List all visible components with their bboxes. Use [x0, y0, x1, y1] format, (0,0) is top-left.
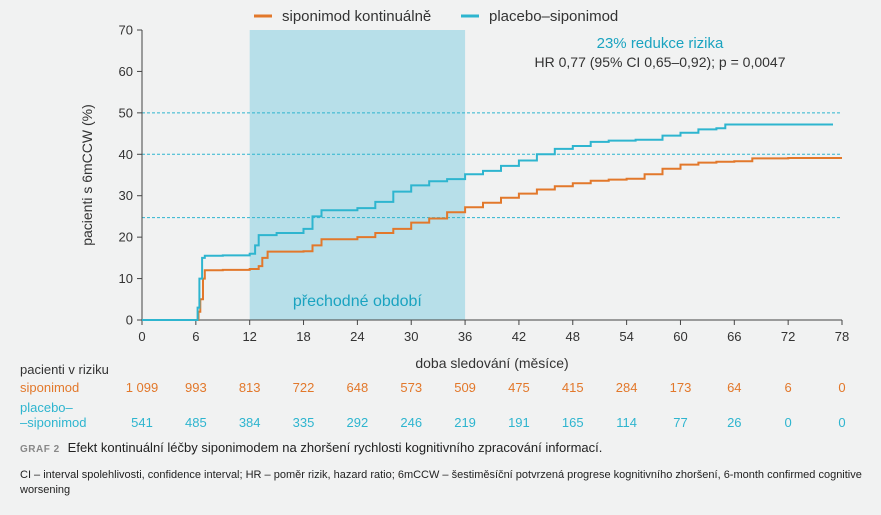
risk-value: 284	[616, 380, 638, 395]
x-tick-label: 0	[138, 329, 145, 344]
risk-value: 292	[347, 415, 369, 430]
y-tick-label: 0	[126, 313, 133, 328]
x-axis-label: doba sledování (měsíce)	[415, 355, 568, 371]
series-line-siponimod	[142, 157, 842, 321]
x-tick-label: 6	[192, 329, 199, 344]
y-tick-label: 30	[119, 188, 133, 203]
x-tick-label: 18	[296, 329, 310, 344]
x-tick-label: 66	[727, 329, 741, 344]
x-tick-label: 54	[619, 329, 633, 344]
y-tick-label: 40	[119, 147, 133, 162]
risk-value: 722	[293, 380, 315, 395]
risk-value: 415	[562, 380, 584, 395]
x-tick-label: 12	[242, 329, 256, 344]
caption-text: Efekt kontinuální léčby siponimodem na z…	[67, 440, 603, 455]
risk-value: 246	[400, 415, 422, 430]
risk-value: 475	[508, 380, 530, 395]
y-tick-label: 70	[119, 23, 133, 38]
risk-value: 509	[454, 380, 476, 395]
risk-value: 64	[727, 380, 741, 395]
x-tick-label: 36	[458, 329, 472, 344]
risk-value: 335	[293, 415, 315, 430]
risk-value: 1 099	[126, 380, 159, 395]
figure-caption: GRAF 2 Efekt kontinuální léčby siponimode…	[20, 440, 870, 455]
risk-value: 173	[670, 380, 692, 395]
risk-value: 0	[785, 415, 792, 430]
x-tick-label: 42	[512, 329, 526, 344]
risk-table-title: pacienti v riziku	[20, 362, 109, 377]
x-tick-label: 78	[835, 329, 849, 344]
x-tick-label: 72	[781, 329, 795, 344]
risk-value: 993	[185, 380, 207, 395]
annotation-title: 23% redukce rizika	[597, 35, 724, 52]
series-line-placebo-siponimod	[142, 123, 833, 321]
risk-value: 191	[508, 415, 530, 430]
risk-row-label: siponimod	[20, 380, 79, 395]
y-tick-label: 20	[119, 230, 133, 245]
transition-period-label: přechodné období	[293, 293, 423, 310]
y-tick-label: 50	[119, 105, 133, 120]
risk-value: 573	[400, 380, 422, 395]
risk-value: 0	[838, 380, 845, 395]
risk-row-label-line2: –siponimod	[20, 415, 87, 430]
x-tick-label: 48	[566, 329, 580, 344]
risk-value: 77	[673, 415, 687, 430]
risk-value: 813	[239, 380, 261, 395]
risk-value: 485	[185, 415, 207, 430]
x-tick-label: 30	[404, 329, 418, 344]
risk-value: 541	[131, 415, 153, 430]
risk-value: 648	[347, 380, 369, 395]
risk-value: 384	[239, 415, 261, 430]
y-tick-label: 60	[119, 64, 133, 79]
x-tick-label: 24	[350, 329, 364, 344]
risk-value: 114	[616, 415, 637, 430]
risk-value: 165	[562, 415, 584, 430]
risk-value: 26	[727, 415, 741, 430]
y-axis-label: pacienti s 6mCCW (%)	[79, 104, 95, 246]
risk-row-label-line1: placebo–	[20, 400, 74, 415]
x-tick-label: 60	[673, 329, 687, 344]
y-tick-label: 10	[119, 271, 133, 286]
legend-label-0: siponimod kontinuálně	[282, 8, 431, 25]
risk-value: 6	[785, 380, 792, 395]
figure-footnote: CI – interval spolehlivosti, confidence …	[20, 469, 862, 496]
legend-label-1: placebo–siponimod	[489, 8, 618, 25]
transition-period-band	[249, 30, 466, 320]
caption-label: GRAF 2	[20, 444, 60, 455]
annotation-stats: HR 0,77 (95% CI 0,65–0,92); p = 0,0047	[535, 54, 786, 70]
risk-value: 0	[838, 415, 845, 430]
risk-value: 219	[454, 415, 476, 430]
